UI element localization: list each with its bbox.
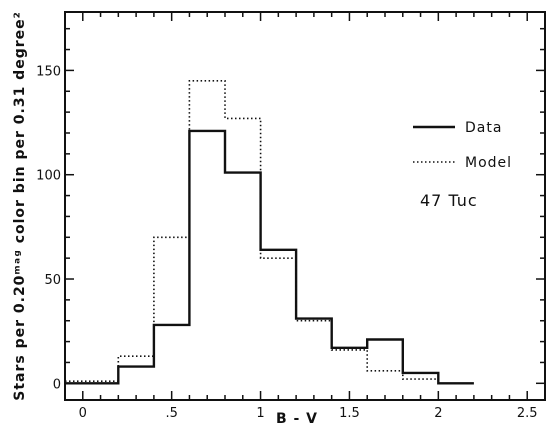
y-tick-label: 100: [36, 169, 61, 184]
x-tick-label: 1.5: [339, 406, 360, 421]
y-tick-label: 150: [36, 64, 61, 79]
axis-ticks: [65, 12, 545, 400]
plot-frame: [64, 11, 546, 401]
y-axis-title: Stars per 0.20ᵐᵃᵍ color bin per 0.31 deg…: [12, 11, 28, 401]
series-model-line: [65, 80, 474, 385]
legend: Data Model: [413, 120, 512, 171]
legend-label-data: Data: [465, 120, 502, 136]
x-axis-title: B - V: [276, 411, 318, 427]
x-tick-label: .5: [165, 406, 177, 421]
x-tick-labels: 0 .5 1 1.5 2 2.5: [79, 406, 538, 421]
y-tick-label: 50: [44, 273, 61, 288]
y-tick-label: 0: [53, 377, 61, 392]
x-tick-label: 2.5: [517, 406, 538, 421]
y-tick-labels: 0 50 100 150: [36, 64, 61, 392]
series-data-line: [65, 129, 474, 385]
cluster-annotation: 47 Tuc: [420, 191, 478, 210]
x-tick-label: 0: [79, 406, 87, 421]
legend-label-model: Model: [465, 155, 512, 171]
x-tick-label: 1: [256, 406, 264, 421]
x-tick-label: 2: [434, 406, 442, 421]
series-lines: [65, 80, 474, 385]
